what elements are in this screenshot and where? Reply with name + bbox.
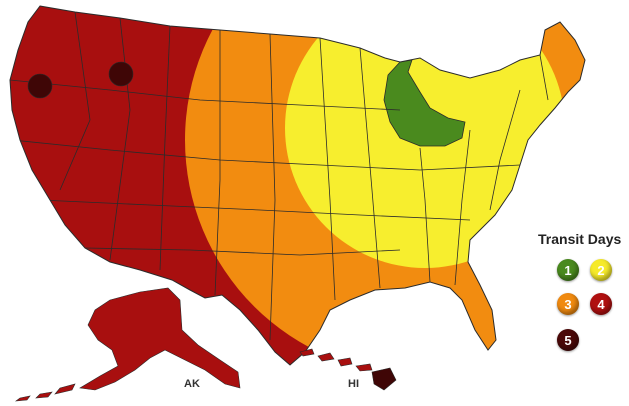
- legend-swatch-day-3: 3: [557, 293, 579, 315]
- legend-title: Transit Days: [538, 231, 622, 247]
- zone-day-5-montana: [108, 61, 134, 87]
- zone-day-1: [383, 59, 466, 147]
- hawaii-label: HI: [348, 378, 359, 390]
- state-borders: [10, 11, 549, 341]
- legend-swatch-day-1: 1: [557, 259, 579, 281]
- aleutian-islands: [14, 383, 76, 402]
- alaska-label: AK: [184, 378, 200, 390]
- hawaii-shape: [299, 348, 397, 391]
- legend-swatch-day-4: 4: [590, 293, 612, 315]
- alaska-shape: [79, 287, 241, 391]
- legend-swatch-day-5: 5: [557, 329, 579, 351]
- zone-day-5-oregon: [27, 73, 53, 99]
- legend-swatch-day-2: 2: [590, 259, 612, 281]
- us-outline: [9, 5, 586, 366]
